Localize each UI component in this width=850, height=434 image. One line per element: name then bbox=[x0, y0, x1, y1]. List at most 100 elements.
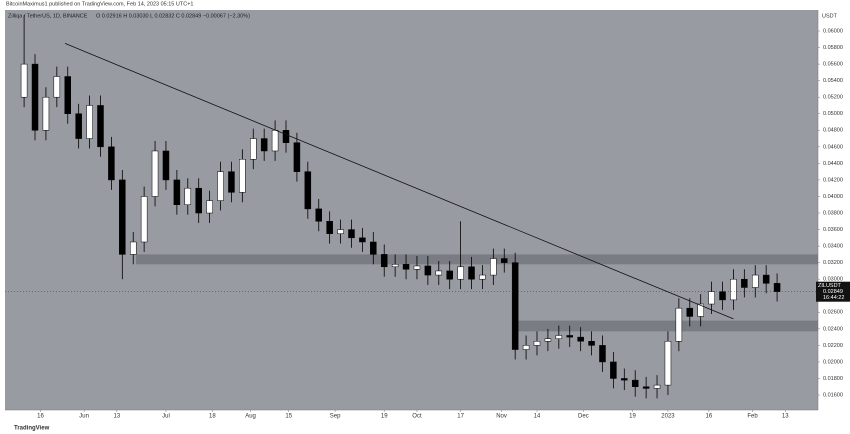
candle-body bbox=[86, 105, 93, 139]
candle-body bbox=[642, 386, 650, 389]
trendline bbox=[64, 43, 734, 320]
candle-body bbox=[75, 113, 82, 139]
candle-body bbox=[370, 241, 377, 255]
x-tick-label: 19 bbox=[381, 414, 388, 420]
last-price-symbol: ZILUSDT bbox=[818, 283, 842, 289]
candle-body bbox=[151, 150, 159, 197]
candle-body bbox=[64, 76, 71, 114]
candle-body bbox=[348, 229, 355, 239]
candle-body bbox=[522, 345, 530, 350]
candle-body bbox=[588, 341, 595, 346]
candle-body bbox=[195, 187, 202, 214]
candle-body bbox=[664, 341, 672, 386]
last-price-box bbox=[816, 281, 850, 302]
x-tick-label: 17 bbox=[457, 414, 464, 420]
y-tick-label: 0.03400 bbox=[823, 244, 843, 250]
candle-body bbox=[457, 266, 464, 280]
candle-body bbox=[752, 274, 759, 288]
candle-body bbox=[435, 270, 443, 276]
y-tick-label: 0.05400 bbox=[823, 78, 843, 84]
candle-body bbox=[260, 138, 268, 152]
candle-body bbox=[119, 179, 126, 255]
candle-body bbox=[402, 264, 410, 270]
candle-body bbox=[490, 258, 497, 276]
x-tick-label: Sep bbox=[330, 414, 341, 420]
plot-background bbox=[5, 10, 818, 410]
x-tick-label: 15 bbox=[285, 414, 292, 420]
candle-body bbox=[631, 379, 639, 388]
x-tick-label: Nov bbox=[496, 414, 507, 420]
y-tick-label: 0.04000 bbox=[823, 194, 843, 200]
y-axis-label: USDT bbox=[822, 13, 838, 19]
y-tick-label: 0.03600 bbox=[823, 227, 843, 233]
footer: TradingView bbox=[14, 426, 50, 432]
candle-body bbox=[271, 130, 279, 152]
y-tick-label: 0.06000 bbox=[823, 28, 843, 34]
x-tick-label: Feb bbox=[747, 414, 758, 420]
candle-body bbox=[413, 265, 421, 270]
candle-body bbox=[511, 262, 519, 350]
candle-body bbox=[31, 63, 39, 131]
candle-body bbox=[53, 76, 61, 98]
candle-body bbox=[304, 171, 312, 210]
x-tick-label: Jun bbox=[79, 414, 89, 420]
candle-body bbox=[380, 254, 388, 268]
x-tick-label: 13 bbox=[782, 414, 789, 420]
y-tick-label: 0.03800 bbox=[823, 210, 843, 216]
candle-body bbox=[730, 278, 737, 301]
candle-body bbox=[762, 274, 770, 284]
y-tick-label: 0.04600 bbox=[823, 144, 843, 150]
y-tick-label: 0.05600 bbox=[823, 62, 843, 68]
candle-body bbox=[337, 229, 344, 234]
candle-body bbox=[97, 105, 104, 148]
x-tick-label: Aug bbox=[245, 414, 256, 420]
x-tick-label: Dec bbox=[578, 414, 589, 420]
candle-body bbox=[239, 158, 246, 193]
candle-body bbox=[282, 130, 290, 143]
candle-body bbox=[42, 96, 50, 131]
y-tick-label: 0.05800 bbox=[823, 45, 843, 51]
support-zone bbox=[515, 320, 818, 332]
candle-body bbox=[599, 345, 606, 363]
candle-body bbox=[501, 258, 508, 263]
candle-body bbox=[108, 146, 115, 181]
y-tick-label: 0.02400 bbox=[823, 326, 843, 332]
candle-body bbox=[566, 335, 573, 338]
support-zone bbox=[135, 254, 819, 265]
last-price-countdown: 16:44:22 bbox=[823, 295, 844, 301]
candle-body bbox=[326, 221, 333, 234]
candle-body bbox=[162, 150, 170, 181]
candle-body bbox=[20, 63, 28, 98]
candle-body bbox=[446, 270, 453, 280]
y-tick-label: 0.03000 bbox=[823, 277, 843, 283]
x-tick-label: Oct bbox=[412, 414, 422, 420]
x-tick-label: 19 bbox=[629, 414, 636, 420]
candle-body bbox=[741, 278, 748, 288]
chart-title: Zilliqa / TetherUS, 1D, BINANCE bbox=[8, 13, 88, 19]
candle-body bbox=[315, 208, 322, 222]
candle-body bbox=[544, 338, 552, 342]
y-tick-label: 0.03200 bbox=[823, 260, 843, 266]
x-tick-label: 18 bbox=[209, 414, 216, 420]
x-tick-label: 13 bbox=[114, 414, 121, 420]
candle-body bbox=[359, 237, 366, 243]
x-tick-label: 2023 bbox=[661, 414, 675, 420]
candle-body bbox=[217, 171, 224, 201]
y-tick-label: 0.01800 bbox=[823, 376, 843, 382]
y-tick-label: 0.02000 bbox=[823, 359, 843, 365]
candle-body bbox=[424, 265, 432, 276]
x-tick-label: 14 bbox=[534, 414, 541, 420]
x-tick-label: Jul bbox=[162, 414, 170, 420]
x-tick-label: 16 bbox=[37, 414, 44, 420]
candle-body bbox=[708, 291, 715, 305]
y-tick-label: 0.04800 bbox=[823, 128, 843, 134]
y-tick-label: 0.04200 bbox=[823, 177, 843, 183]
candle-body bbox=[610, 361, 617, 379]
candle-body bbox=[555, 335, 563, 340]
candle-body bbox=[697, 303, 704, 317]
y-tick-label: 0.01600 bbox=[823, 392, 843, 398]
candle-body bbox=[773, 283, 781, 292]
candle-body bbox=[140, 196, 148, 243]
candle-body bbox=[577, 336, 584, 342]
